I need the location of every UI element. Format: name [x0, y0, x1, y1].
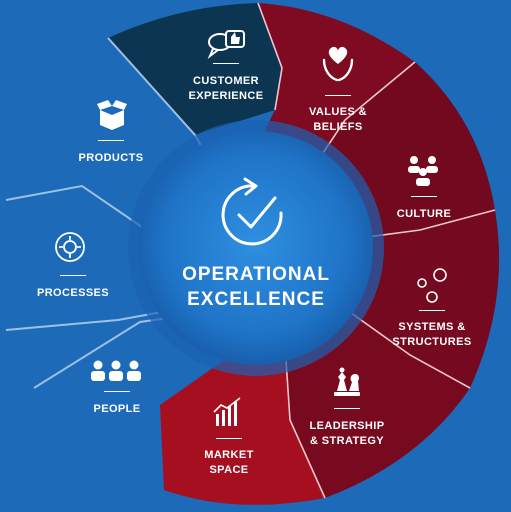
- chess-pieces-icon: [334, 367, 360, 396]
- divider-rule: [419, 310, 445, 311]
- bar-chart-icon: [213, 397, 241, 426]
- label-values-beliefs: VALUES & BELIEFS: [308, 106, 368, 133]
- divider-rule: [411, 196, 437, 197]
- chat-thumbs-up-icon: [207, 30, 245, 60]
- label-people: PEOPLE: [93, 403, 141, 415]
- segment-customer-experience: [108, 3, 282, 135]
- divider-line: [5, 311, 163, 331]
- label-market-space: MARKET SPACE: [204, 449, 254, 476]
- label-culture: CULTURE: [396, 208, 452, 220]
- divider-rule: [216, 438, 242, 439]
- refresh-check-icon: [221, 177, 283, 246]
- network-nodes-icon: [417, 268, 447, 303]
- people-icon: [91, 360, 141, 381]
- label-customer-experience: CUSTOMER EXPERIENCE: [188, 75, 264, 102]
- divider-rule: [325, 95, 351, 96]
- divider-line: [339, 304, 471, 389]
- segment-leadership-strategy: [285, 305, 470, 498]
- divider-rule: [104, 391, 130, 392]
- segment-market-space: [160, 345, 325, 505]
- group-icon: [408, 156, 438, 186]
- divider-line: [257, 2, 283, 111]
- label-processes: PROCESSES: [36, 287, 110, 299]
- divider-rule: [334, 408, 360, 409]
- gear-cycle-icon: [55, 232, 85, 262]
- divider-rule: [213, 63, 239, 64]
- heart-hands-icon: [322, 46, 354, 82]
- label-leadership-strategy: LEADERSHIP & STRATEGY: [309, 420, 385, 447]
- center-hub: [139, 131, 373, 365]
- label-systems-structures: SYSTEMS & STRUCTURES: [392, 321, 472, 348]
- center-title: OPERATIONAL EXCELLENCE: [182, 264, 330, 310]
- label-products: PRODUCTS: [78, 152, 144, 164]
- divider-rule: [60, 275, 86, 276]
- open-box-icon: [97, 100, 127, 130]
- divider-rule: [98, 140, 124, 141]
